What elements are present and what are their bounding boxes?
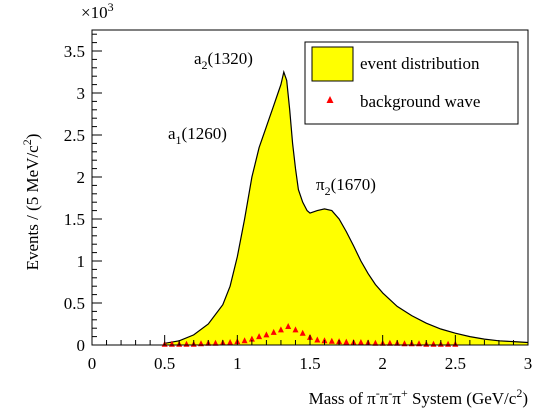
y-tick-label: 3 [77, 84, 86, 103]
background-wave-point [299, 329, 306, 336]
x-tick-label: 1.5 [299, 354, 320, 373]
x-tick-label: 0.5 [154, 354, 175, 373]
legend-swatch-event-distribution [311, 46, 354, 82]
background-wave-point [314, 336, 321, 343]
x-tick-label: 0 [88, 354, 97, 373]
legend-label-event-distribution: event distribution [360, 54, 480, 73]
y-tick-label: 2 [77, 168, 86, 187]
x-tick-label: 3 [524, 354, 533, 373]
annotation-a1-1260: a1(1260) [168, 124, 227, 147]
legend-label-background-wave: background wave [360, 92, 480, 111]
background-wave-point [256, 333, 263, 340]
annotation-a2-1320: a2(1320) [194, 49, 253, 72]
y-tick-label: 1.5 [64, 210, 85, 229]
legend: event distribution background wave [304, 41, 519, 125]
background-wave-point [248, 335, 255, 342]
y-tick-label: 2.5 [64, 126, 85, 145]
background-wave-point [241, 337, 248, 344]
background-wave-point [372, 339, 379, 346]
legend-marker-background-wave [326, 96, 334, 103]
background-wave-point [227, 339, 234, 345]
event-distribution-area [164, 72, 528, 345]
axes-layer: 0 0.5 1 1.5 2 2.5 3 0 0.5 1 1.5 2 2.5 3 3.5 [64, 29, 533, 373]
background-wave-point [343, 338, 350, 345]
background-wave-point [277, 326, 284, 333]
y-multiplier: ×103 [81, 0, 114, 22]
background-wave-point [285, 323, 292, 329]
event-distribution-outline [164, 69, 529, 344]
background-wave-point [270, 328, 277, 335]
y-axis-title: Events / (5 MeV/c2) [20, 134, 42, 271]
y-tick-label: 0.5 [64, 294, 85, 313]
background-wave-point [328, 337, 335, 344]
x-tick-label: 1 [233, 354, 242, 373]
background-wave-point [292, 326, 299, 333]
x-axis-title: Mass of π-π-π+ System (GeV/c2) [309, 386, 528, 408]
x-tick-label: 2.5 [445, 354, 466, 373]
x-tick-label: 2 [378, 354, 387, 373]
background-wave-point [212, 339, 219, 346]
background-wave-point [386, 339, 393, 346]
y-tick-label: 3.5 [64, 42, 85, 61]
annotation-pi2-1670: π2(1670) [316, 175, 376, 198]
background-wave-point [357, 339, 364, 345]
y-tick-label: 1 [77, 252, 86, 271]
background-wave-point [263, 331, 270, 338]
y-tick-label: 0 [77, 336, 86, 355]
